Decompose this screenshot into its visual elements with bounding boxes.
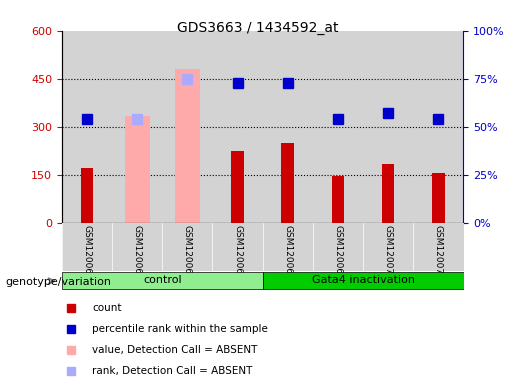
Bar (263, 31, 313, 223)
Text: control: control (143, 275, 181, 285)
Text: GSM120065: GSM120065 (133, 225, 142, 280)
Bar (231, 151, 244, 223)
Bar (332, 176, 344, 223)
Bar (413, 223, 464, 271)
Bar (162, 223, 212, 271)
Text: GSM120066: GSM120066 (183, 225, 192, 280)
Bar (212, 223, 263, 271)
Text: GSM120071: GSM120071 (434, 225, 443, 280)
Text: GSM120068: GSM120068 (283, 225, 292, 280)
Text: GSM120070: GSM120070 (384, 225, 392, 280)
Bar (282, 143, 294, 223)
Bar (62, 31, 112, 223)
Text: value, Detection Call = ABSENT: value, Detection Call = ABSENT (93, 345, 258, 355)
Bar (175, 69, 200, 223)
Bar (313, 31, 363, 223)
Text: genotype/variation: genotype/variation (5, 277, 111, 287)
Bar (382, 164, 394, 223)
Text: count: count (93, 303, 122, 313)
Text: GSM120067: GSM120067 (233, 225, 242, 280)
Bar (263, 223, 313, 271)
Bar (413, 31, 464, 223)
Bar (432, 173, 444, 223)
Text: GSM120064: GSM120064 (82, 225, 91, 280)
Bar (363, 31, 413, 223)
Text: percentile rank within the sample: percentile rank within the sample (93, 324, 268, 334)
Text: GSM120069: GSM120069 (334, 225, 342, 280)
Bar (363, 223, 413, 271)
Text: Gata4 inactivation: Gata4 inactivation (312, 275, 415, 285)
Text: rank, Detection Call = ABSENT: rank, Detection Call = ABSENT (93, 366, 253, 376)
Text: GDS3663 / 1434592_at: GDS3663 / 1434592_at (177, 21, 338, 35)
Bar (125, 116, 150, 223)
Bar (112, 223, 162, 271)
Bar (62, 223, 112, 271)
Bar (162, 31, 212, 223)
Bar (313, 223, 363, 271)
Bar (112, 31, 162, 223)
FancyBboxPatch shape (263, 272, 464, 289)
Bar (81, 168, 93, 223)
Bar (212, 31, 263, 223)
FancyBboxPatch shape (62, 272, 263, 289)
